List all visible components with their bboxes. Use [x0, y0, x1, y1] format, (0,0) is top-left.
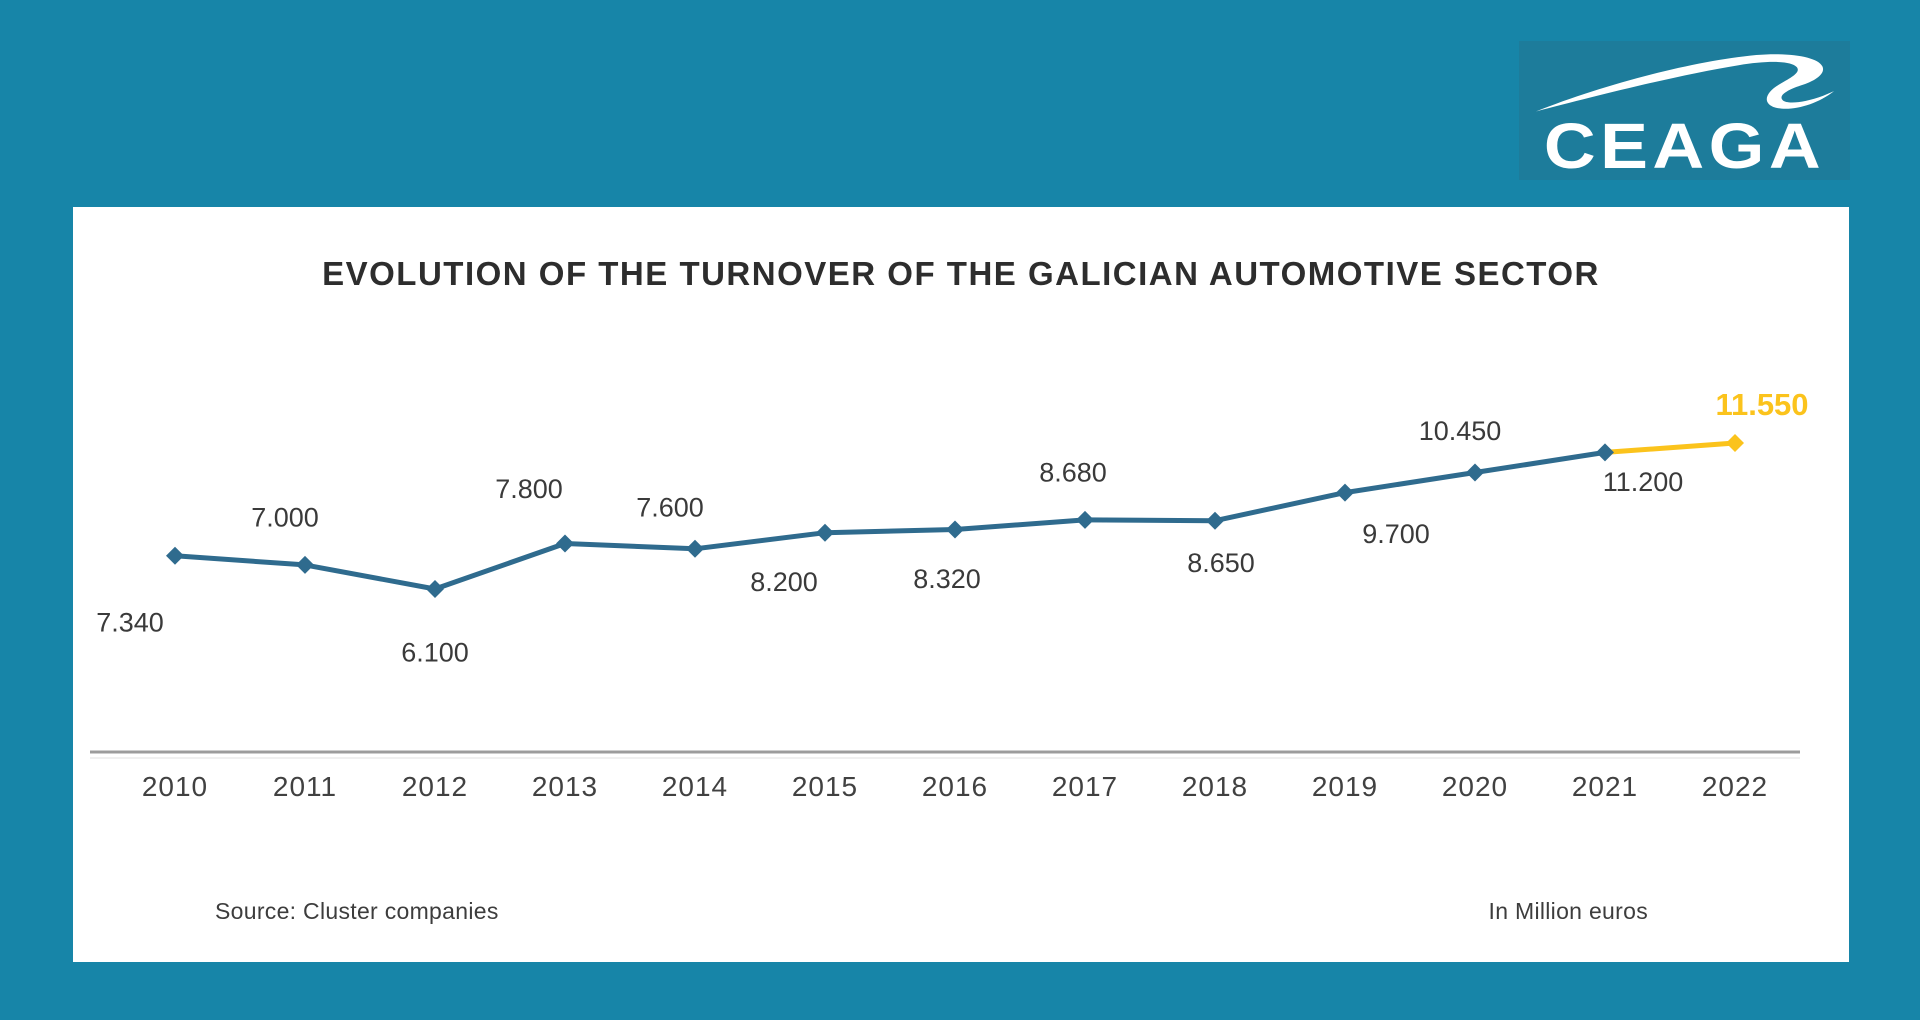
source-note: Source: Cluster companies	[215, 898, 499, 924]
data-point-2020	[1466, 463, 1484, 482]
data-point-2022	[1726, 434, 1744, 452]
line-segment-2017-2018	[1084, 517, 1216, 524]
x-axis-label-2010: 2010	[142, 771, 208, 802]
x-axis-label-2019: 2019	[1312, 771, 1378, 802]
x-axis-label-2015: 2015	[792, 771, 858, 802]
data-point-2014	[686, 539, 704, 558]
x-axis-label-2020: 2020	[1442, 771, 1508, 802]
line-segment-2020-2021	[1474, 449, 1606, 475]
x-axis-label-2012: 2012	[402, 771, 468, 802]
x-axis-label-2017: 2017	[1052, 771, 1118, 802]
data-point-2019	[1336, 483, 1354, 502]
chart-title: EVOLUTION OF THE TURNOVER OF THE GALICIA…	[322, 255, 1600, 292]
data-point-2021	[1596, 443, 1614, 462]
data-label-2012: 6.100	[401, 638, 469, 668]
x-axis-label-2013: 2013	[532, 771, 598, 802]
logo-wordmark: CEAGA	[1543, 110, 1826, 182]
turnover-line-chart: 7.340 7.000 6.100 7.800 7.600 8.200 8.320 8.680…	[90, 387, 1809, 802]
unit-note: In Million euros	[1488, 898, 1648, 924]
x-axis-label-2011: 2011	[273, 771, 337, 802]
ceaga-logo-panel: CEAGA	[1519, 41, 1850, 180]
data-point-2012	[426, 580, 444, 598]
data-label-2011: 7.000	[251, 502, 319, 532]
data-point-2010	[166, 546, 184, 565]
line-segment-2013-2014	[564, 541, 696, 552]
data-label-2019: 9.700	[1362, 519, 1430, 549]
data-point-2013	[556, 534, 574, 553]
data-point-2018	[1206, 511, 1224, 530]
x-axis-label-2014: 2014	[662, 771, 728, 802]
data-label-2014: 7.600	[636, 492, 704, 522]
chart-card: 7.340 7.000 6.100 7.800 7.600 8.200 8.320 8.680…	[73, 207, 1849, 962]
line-segment-2010-2011	[174, 553, 306, 568]
logo-swoosh-icon	[1535, 54, 1835, 112]
line-segment-2019-2020	[1344, 470, 1476, 496]
line-segment-2014-2015	[694, 530, 826, 552]
line-segment-2012-2013	[434, 541, 566, 592]
data-label-2021: 11.200	[1603, 467, 1684, 497]
line-segment-2018-2019	[1214, 490, 1346, 524]
line-segment-2021-2022	[1604, 440, 1736, 455]
data-label-2013: 7.800	[495, 474, 563, 504]
data-point-2011	[296, 555, 314, 574]
data-point-2017	[1076, 510, 1094, 529]
data-label-2010: 7.340	[96, 607, 164, 637]
data-label-2018: 8.650	[1187, 548, 1255, 578]
line-segment-2011-2012	[304, 562, 436, 592]
line-segment-2016-2017	[954, 517, 1086, 532]
x-axis-label-2022: 2022	[1702, 771, 1768, 802]
data-label-2022: 11.550	[1715, 387, 1808, 422]
data-label-2016: 8.320	[913, 564, 981, 594]
data-label-2017: 8.680	[1039, 457, 1107, 487]
data-point-2016	[946, 520, 964, 539]
x-axis-label-2018: 2018	[1182, 771, 1248, 802]
line-segment-2015-2016	[824, 527, 956, 536]
data-point-2015	[816, 523, 834, 542]
data-label-2020: 10.450	[1419, 416, 1502, 446]
x-axis-label-2016: 2016	[922, 771, 988, 802]
x-axis-label-2021: 2021	[1572, 771, 1638, 802]
data-label-2015: 8.200	[750, 567, 818, 597]
